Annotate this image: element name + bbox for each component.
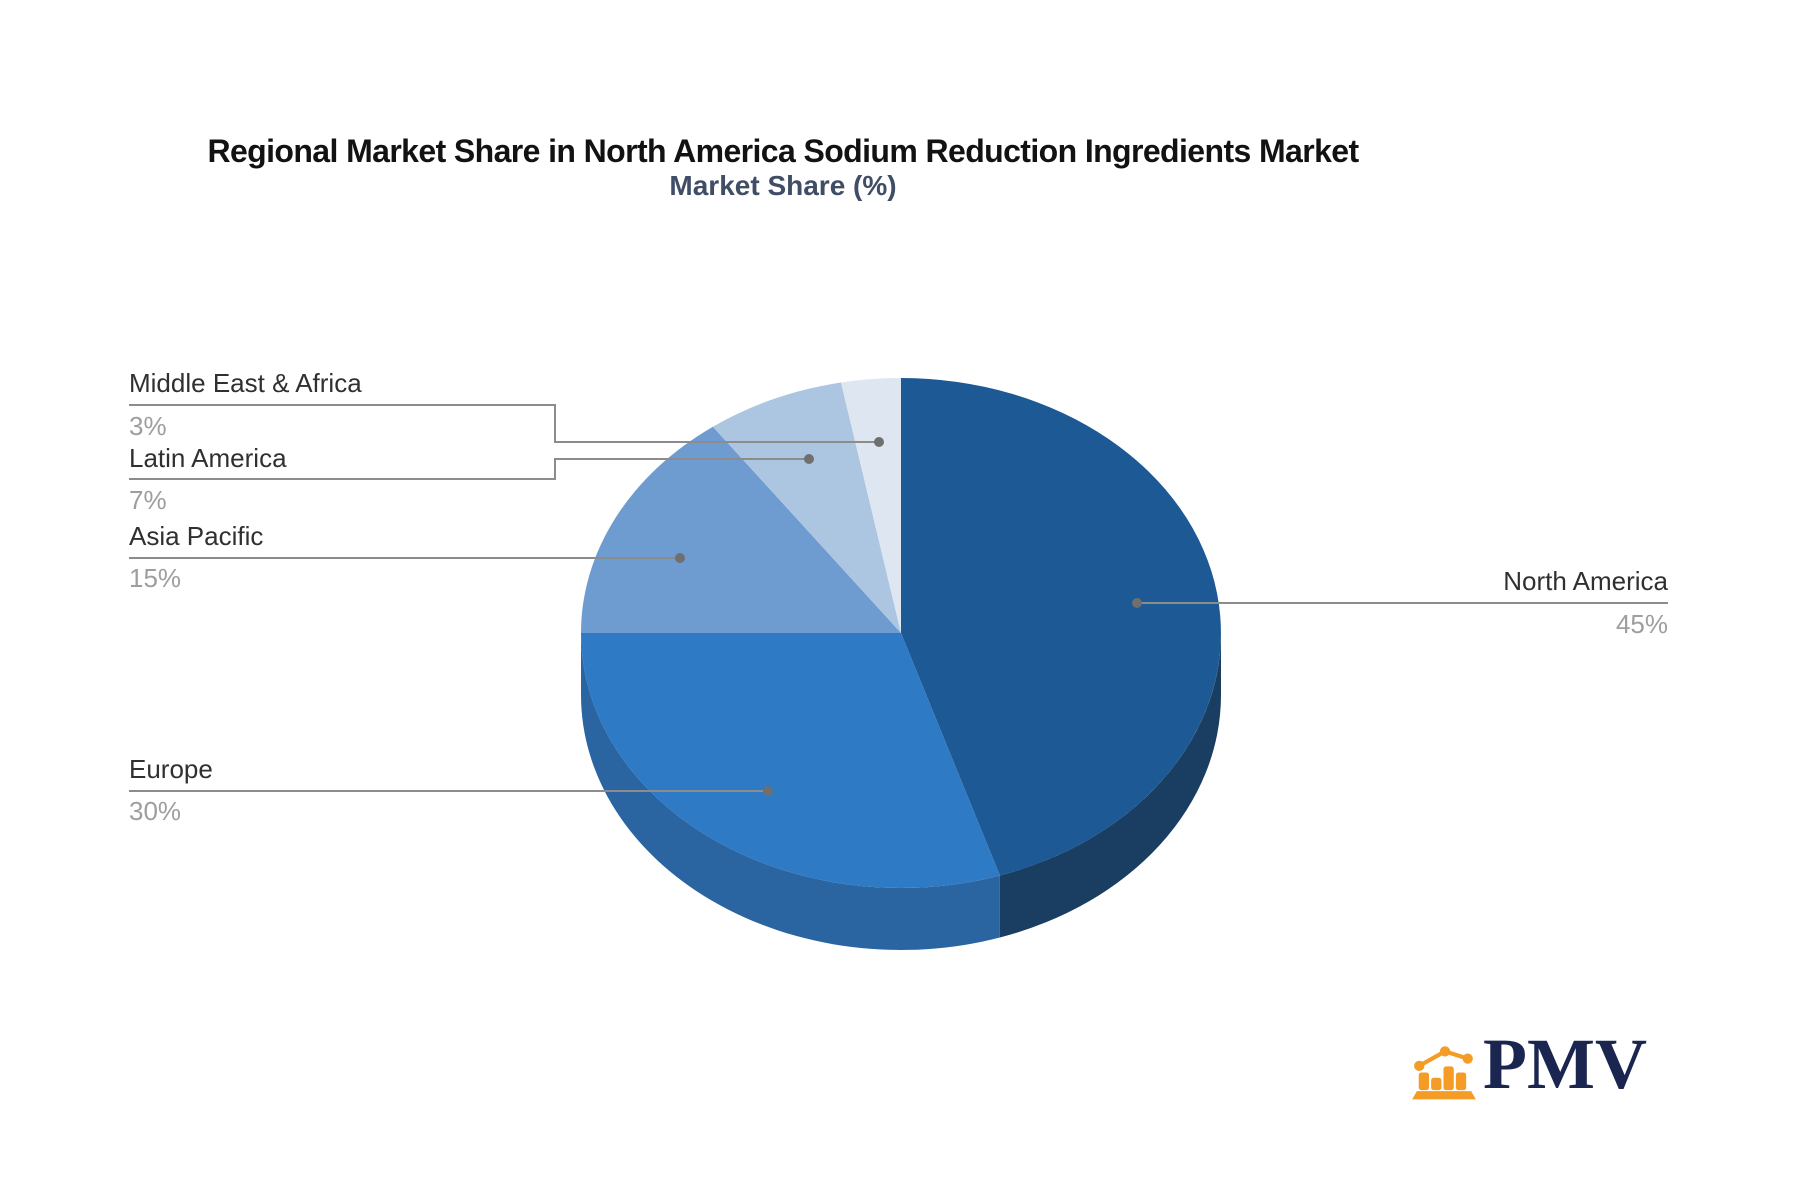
pie-side-europe	[581, 633, 1000, 950]
slice-label-latin-america: Latin America	[129, 443, 287, 473]
slice-pct-europe: 30%	[129, 796, 182, 826]
chart-title: Regional Market Share in North America S…	[207, 133, 1359, 169]
pie-slice-europe[interactable]	[581, 633, 1000, 888]
connector-dot-north-america	[1132, 598, 1142, 608]
connector-dot-middle-east-africa	[874, 437, 884, 447]
connector-latin-america	[129, 458, 809, 480]
pmv-logo-text: PMV	[1483, 1024, 1647, 1104]
slice-pct-asia-pacific: 15%	[129, 563, 182, 593]
slice-pct-latin-america: 7%	[129, 485, 167, 515]
pmv-logo: PMV	[1411, 1028, 1647, 1100]
pie-slice-asia-pacific[interactable]	[580, 426, 901, 633]
pie-slice-north-america[interactable]	[901, 378, 1221, 876]
connector-middle-east-africa	[129, 404, 879, 443]
pie-slice-latin-america[interactable]	[712, 382, 901, 634]
slice-label-north-america: North America	[1503, 566, 1668, 596]
slice-label-europe: Europe	[129, 754, 213, 784]
connector-dot-latin-america	[804, 454, 814, 464]
pie-slices-group	[580, 377, 1221, 950]
slice-label-asia-pacific: Asia Pacific	[129, 521, 264, 551]
chart-subtitle: Market Share (%)	[669, 170, 897, 201]
connector-dot-europe	[763, 786, 773, 796]
slice-label-middle-east-africa: Middle East & Africa	[129, 368, 362, 398]
slice-pct-north-america: 45%	[1615, 609, 1668, 639]
slice-pct-middle-east-africa: 3%	[129, 411, 167, 441]
bar-chart-logo-icon	[1412, 1046, 1476, 1100]
connector-dot-asia-pacific	[675, 553, 685, 563]
pie-side-north-america	[999, 633, 1221, 938]
